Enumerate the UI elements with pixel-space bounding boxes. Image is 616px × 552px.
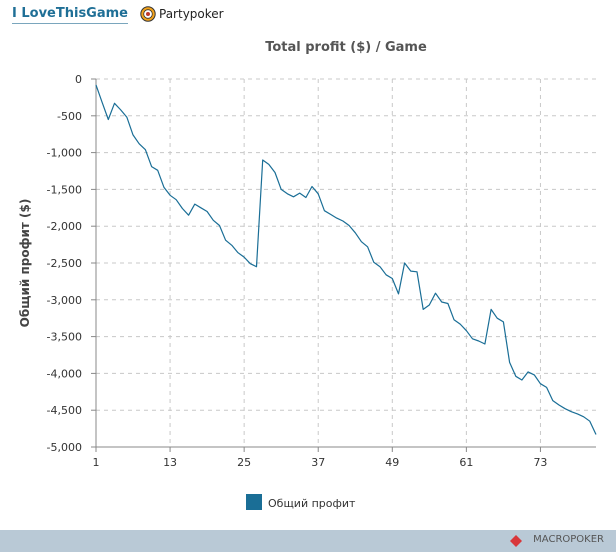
y-tick-label: -500 bbox=[57, 110, 82, 123]
chart-legend[interactable]: Общий профит bbox=[246, 494, 356, 510]
y-tick-label: -4,000 bbox=[47, 367, 82, 380]
y-tick-label: -2,500 bbox=[47, 257, 82, 270]
y-tick-label: -3,000 bbox=[47, 294, 82, 307]
legend-label: Общий профит bbox=[268, 497, 356, 510]
y-tick-label: -3,500 bbox=[47, 331, 82, 344]
x-tick-label: 73 bbox=[533, 456, 547, 469]
y-tick-label: 0 bbox=[75, 73, 82, 86]
x-tick-label: 61 bbox=[459, 456, 473, 469]
x-tick-label: 25 bbox=[237, 456, 251, 469]
macropoker-logo-icon bbox=[510, 535, 522, 547]
y-tick-label: -4,500 bbox=[47, 404, 82, 417]
header-bar: I LoveThisGame Partypoker bbox=[0, 0, 616, 30]
partypoker-logo-icon bbox=[140, 6, 156, 22]
y-axis-label: Общий профит ($) bbox=[18, 199, 32, 328]
legend-swatch bbox=[246, 494, 262, 510]
chart-title: Total profit ($) / Game bbox=[265, 40, 427, 55]
ilovethisgame-link[interactable]: I LoveThisGame bbox=[12, 6, 128, 24]
x-tick-label: 49 bbox=[385, 456, 399, 469]
chart-grid bbox=[96, 78, 596, 447]
footer-bar: MACROPOKER bbox=[0, 530, 616, 552]
profit-chart: 0 -500 -1,000 -1,500 -2,000 -2,500 -3,000 -3,50… bbox=[18, 40, 597, 510]
chart-series bbox=[95, 84, 597, 435]
y-tick-label: -1,000 bbox=[47, 147, 82, 160]
chart-axes: 0 -500 -1,000 -1,500 -2,000 -2,500 -3,000 -3,50… bbox=[47, 73, 596, 469]
y-tick-label: -2,000 bbox=[47, 220, 82, 233]
x-tick-label: 37 bbox=[311, 456, 325, 469]
macropoker-brand[interactable]: MACROPOKER bbox=[533, 534, 604, 545]
x-tick-label: 13 bbox=[163, 456, 177, 469]
series-line bbox=[95, 84, 597, 435]
y-tick-label: -5,000 bbox=[47, 441, 82, 454]
y-tick-label: -1,500 bbox=[47, 183, 82, 196]
x-tick-label: 1 bbox=[93, 456, 100, 469]
site-name: Partypoker bbox=[159, 7, 224, 21]
